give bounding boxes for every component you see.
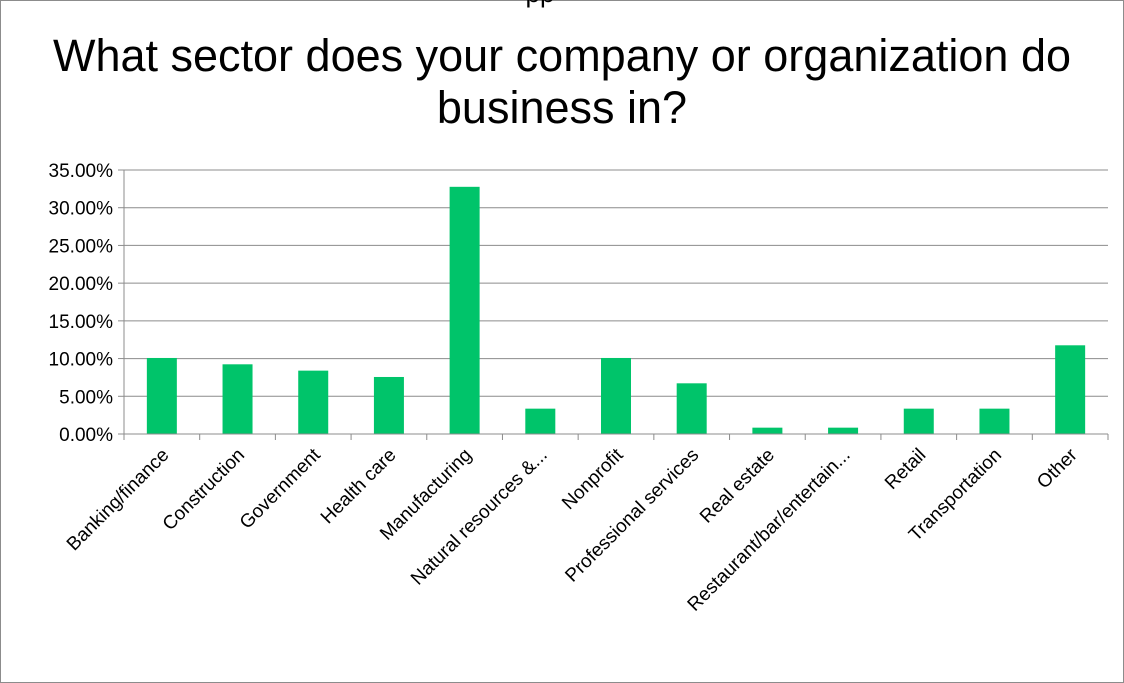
bar xyxy=(222,364,253,434)
bar xyxy=(525,408,556,434)
y-tick-label: 35.00% xyxy=(49,161,114,182)
bar xyxy=(449,186,480,434)
x-tick-label: Restaurant/bar/entertain... xyxy=(684,445,855,616)
bar xyxy=(828,427,859,434)
bar xyxy=(676,383,707,434)
x-tick-label: Real estate xyxy=(696,445,779,528)
x-tick-label: Construction xyxy=(159,445,249,535)
y-tick-label: 10.00% xyxy=(49,350,114,371)
bar xyxy=(903,408,934,434)
bar xyxy=(979,408,1010,434)
cropped-header-text: pp xyxy=(470,0,610,8)
x-tick-label: Professional services xyxy=(561,445,703,587)
x-tick-label: Other xyxy=(1033,444,1082,493)
axes xyxy=(123,170,1108,435)
bar xyxy=(298,370,329,434)
y-tick-label: 15.00% xyxy=(49,312,114,333)
bar xyxy=(601,357,631,434)
x-tick-label: Health care xyxy=(317,445,401,529)
x-tick-label: Natural resources &... xyxy=(407,445,552,590)
x-tick-label: Nonprofit xyxy=(558,444,628,514)
x-tick-label: Government xyxy=(236,444,325,533)
x-axis-ticks: Banking/financeConstructionGovernmentHea… xyxy=(63,434,1109,616)
y-tick-label: 30.00% xyxy=(49,199,114,220)
y-tick-label: 0.00% xyxy=(59,425,113,446)
bar xyxy=(1055,345,1086,434)
bar xyxy=(752,427,783,434)
chart-title: What sector does your company or organiz… xyxy=(52,30,1072,133)
bar xyxy=(146,357,177,434)
y-tick-label: 25.00% xyxy=(49,236,114,257)
y-tick-label: 20.00% xyxy=(49,274,114,295)
x-tick-label: Retail xyxy=(881,445,930,494)
x-tick-label: Banking/finance xyxy=(63,445,173,555)
bars xyxy=(146,186,1086,434)
bar xyxy=(373,376,404,434)
y-tick-label: 5.00% xyxy=(59,387,113,408)
y-axis-ticks: 0.00% 5.00% 10.00% 15.00% 20.00% 25.00% 30.00%… xyxy=(49,161,124,446)
